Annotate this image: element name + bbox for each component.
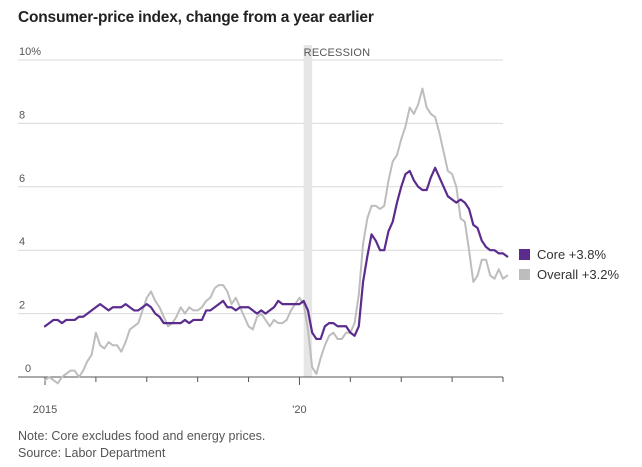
series-line-overall <box>44 87 509 385</box>
x-tick-label: 2015 <box>33 404 57 416</box>
y-tick-label: 0 <box>25 363 31 375</box>
source-line: Source: Labor Department <box>18 446 166 460</box>
series-line-core <box>43 166 509 341</box>
legend-item-overall: Overall +3.2% <box>519 264 619 284</box>
y-tick-label: 8 <box>19 109 25 121</box>
legend-label-overall: Overall +3.2% <box>537 266 620 282</box>
y-tick-label: 6 <box>19 173 25 185</box>
series-lines <box>43 87 509 385</box>
footnote: Note: Core excludes food and energy pric… <box>18 429 266 443</box>
y-tick-label: 2 <box>19 300 25 312</box>
grid-lines <box>18 59 503 315</box>
x-axis: 2015 '20 <box>18 376 504 416</box>
chart-title: Consumer-price index, change from a year… <box>18 9 374 26</box>
legend-label-core: Core +3.8% <box>537 246 607 262</box>
y-axis-labels: 10% 8 6 4 2 0 <box>19 46 41 375</box>
legend-swatch-core <box>519 248 530 260</box>
y-tick-label: 4 <box>19 236 25 248</box>
y-tick-label: 10% <box>19 46 41 58</box>
recession-label: RECESSION <box>304 47 371 59</box>
legend: Core +3.8% Overall +3.2% <box>519 244 619 284</box>
legend-swatch-overall <box>519 268 530 280</box>
footer: Note: Core excludes food and energy pric… <box>18 428 265 462</box>
x-tick-label: '20 <box>292 404 306 416</box>
recession-band <box>303 45 313 377</box>
legend-item-core: Core +3.8% <box>519 244 619 264</box>
